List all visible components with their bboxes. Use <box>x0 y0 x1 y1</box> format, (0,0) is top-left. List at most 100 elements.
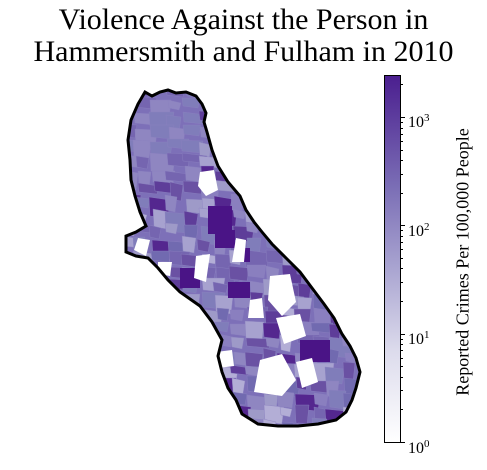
map-area <box>280 165 307 177</box>
map-area <box>126 378 139 393</box>
map-area <box>246 151 266 168</box>
map-area <box>359 207 360 228</box>
map-area <box>341 155 360 174</box>
map-area <box>230 127 245 142</box>
map-area <box>152 310 178 329</box>
map-area <box>359 155 360 174</box>
colorbar-minor-tick <box>401 141 403 142</box>
map-area <box>278 114 304 137</box>
map-area <box>135 378 160 392</box>
map-area <box>344 90 360 101</box>
map-area <box>327 90 351 100</box>
map-area <box>277 128 299 144</box>
map-area <box>196 417 217 426</box>
map-area <box>213 407 240 426</box>
no-data-area <box>194 254 210 282</box>
map-area <box>232 208 247 220</box>
map-area <box>126 212 141 224</box>
colorbar-tick <box>401 334 405 335</box>
map-area <box>132 421 148 426</box>
map-area <box>345 222 360 240</box>
map-area <box>134 321 156 340</box>
map-area <box>328 183 354 196</box>
map-area <box>344 198 360 214</box>
map-area <box>126 281 138 294</box>
borough-boundary <box>124 88 362 428</box>
map-area <box>166 320 190 336</box>
colorbar-minor-tick <box>401 301 403 302</box>
colorbar-label: Reported Crimes Per 100,000 People <box>452 128 473 396</box>
map-area <box>357 321 360 337</box>
map-area <box>313 97 333 120</box>
map-area <box>183 375 204 392</box>
map-area <box>126 305 133 322</box>
map-area <box>324 278 341 290</box>
map-area <box>247 140 263 161</box>
map-area <box>361 310 374 320</box>
map-area <box>345 239 360 259</box>
colorbar-tick-label-0: 100 <box>408 438 430 457</box>
map-area <box>340 125 355 140</box>
map-area <box>167 380 181 403</box>
colorbar-minor-tick <box>401 249 403 250</box>
map-area <box>325 153 351 171</box>
map-area <box>342 392 360 410</box>
map-area <box>264 111 282 125</box>
map-area <box>261 196 286 217</box>
colorbar-tick-label-2: 102 <box>408 221 430 240</box>
map-area <box>345 211 360 225</box>
map-area <box>181 235 197 254</box>
map-area <box>309 184 329 204</box>
colorbar-minor-tick <box>401 134 403 135</box>
map-area <box>126 348 141 361</box>
map-area <box>212 281 229 294</box>
map-area <box>152 376 169 399</box>
map-area <box>294 404 310 426</box>
map-area <box>359 268 360 287</box>
map-area <box>168 350 183 365</box>
map-area <box>325 112 350 132</box>
map-area <box>148 389 168 408</box>
map-area <box>196 379 223 400</box>
map-area <box>164 335 181 352</box>
map-area <box>150 408 164 422</box>
map-area <box>196 238 211 253</box>
map-area <box>126 254 143 276</box>
map-area <box>230 422 255 426</box>
map-area <box>248 90 270 100</box>
map-area <box>135 155 150 170</box>
map-area <box>357 390 360 411</box>
map-area <box>164 294 180 313</box>
map-area <box>312 169 333 185</box>
map-area <box>345 181 360 201</box>
map-area <box>164 222 179 235</box>
map-area <box>167 99 182 111</box>
map-area <box>197 389 221 409</box>
no-data-area <box>276 314 306 344</box>
colorbar-minor-tick <box>401 193 403 194</box>
map-area <box>230 110 256 123</box>
colorbar-tick-label-1: 101 <box>408 329 430 348</box>
colorbar-minor-tick <box>401 122 403 123</box>
map-area <box>361 423 377 436</box>
colorbar-minor-tick <box>401 84 403 85</box>
map-area <box>249 128 265 140</box>
map-areas <box>126 90 377 436</box>
map-area <box>152 324 175 336</box>
map-area <box>126 90 136 100</box>
colorbar-minor-tick <box>401 258 403 259</box>
colorbar-minor-tick <box>401 268 403 269</box>
map-area <box>312 142 327 154</box>
map-area <box>181 365 202 378</box>
map-area <box>329 193 352 205</box>
map-area <box>150 250 172 263</box>
map-area <box>164 194 178 213</box>
map-area <box>279 138 293 161</box>
map-area <box>313 90 330 107</box>
map-area <box>212 113 230 125</box>
map-area <box>197 90 220 101</box>
map-area <box>342 295 360 315</box>
map-area <box>263 170 281 186</box>
map-area <box>126 336 137 354</box>
